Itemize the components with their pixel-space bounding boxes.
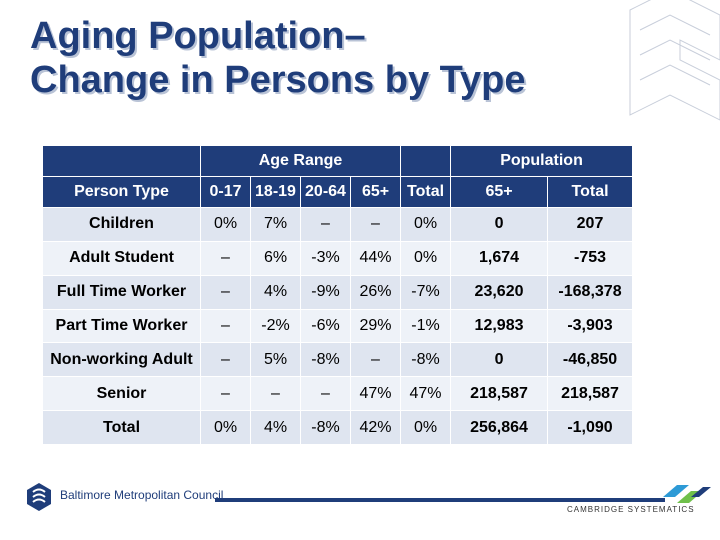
table-cell: 1,674: [450, 240, 549, 276]
table-row: Children 0% 7% – – 0% 0 207: [42, 207, 634, 242]
table-cell: 207: [547, 207, 634, 242]
bmc-logo-icon: [27, 483, 51, 511]
age-range-header: Age Range: [199, 145, 402, 177]
table-cell: –: [349, 342, 402, 378]
table-cell: -8%: [400, 342, 452, 378]
table-cell: 4%: [250, 410, 301, 445]
table-cell: 12,983: [450, 308, 549, 344]
table-row: Full Time Worker – 4% -9% 26% -7% 23,620…: [42, 274, 634, 310]
table-cell: -7%: [400, 274, 452, 310]
group-header-blank: [42, 145, 201, 177]
footer-divider: [215, 498, 665, 502]
table-cell: 47%: [400, 376, 452, 412]
table-cell: –: [200, 308, 251, 344]
table-row: Senior – – – 47% 47% 218,587 218,587: [42, 376, 634, 412]
table-cell: –: [250, 376, 301, 412]
table-cell: 218,587: [547, 376, 634, 412]
table-cell: 47%: [349, 376, 402, 412]
table-cell: –: [200, 240, 251, 276]
row-label: Total: [42, 410, 201, 445]
table-cell: -168,378: [547, 274, 634, 310]
table-cell: -46,850: [547, 342, 634, 378]
column-header: Total: [547, 176, 634, 208]
table-cell: 6%: [250, 240, 301, 276]
table-cell: 26%: [349, 274, 402, 310]
column-header-row: Person Type 0-17 18-19 20-64 65+ Total 6…: [42, 176, 634, 208]
table-cell: 0%: [400, 207, 452, 242]
group-header-row: Age Range Population: [42, 145, 634, 177]
table-cell: -753: [547, 240, 634, 276]
population-header: Population: [450, 145, 634, 177]
table-cell: 29%: [349, 308, 402, 344]
population-change-table: Age Range Population Person Type 0-17 18…: [42, 145, 634, 445]
row-label: Non-working Adult: [42, 342, 201, 378]
table-row: Non-working Adult – 5% -8% – -8% 0 -46,8…: [42, 342, 634, 378]
table-cell: -8%: [300, 342, 351, 378]
table-cell: -8%: [300, 410, 351, 445]
column-header: 65+: [450, 176, 549, 208]
table-cell: -1%: [400, 308, 452, 344]
slide-title-line-2: Change in Persons by Type: [30, 59, 526, 101]
table-cell: 0: [450, 342, 549, 378]
row-label: Children: [42, 207, 201, 242]
column-header: Total: [400, 176, 452, 208]
table-cell: 256,864: [450, 410, 549, 445]
column-header: 20-64: [300, 176, 351, 208]
corner-decoration-icon: [629, 0, 720, 121]
table-row-total: Total 0% 4% -8% 42% 0% 256,864 -1,090: [42, 410, 634, 445]
table-cell: –: [200, 376, 251, 412]
group-header-blank: [400, 145, 452, 177]
column-header: 0-17: [200, 176, 251, 208]
table-cell: 0%: [200, 207, 251, 242]
table-cell: –: [300, 207, 351, 242]
table-cell: –: [349, 207, 402, 242]
table-cell: 7%: [250, 207, 301, 242]
table-cell: -2%: [250, 308, 301, 344]
table-cell: -1,090: [547, 410, 634, 445]
table-row: Adult Student – 6% -3% 44% 0% 1,674 -753: [42, 240, 634, 276]
table-cell: 44%: [349, 240, 402, 276]
table-cell: –: [200, 342, 251, 378]
row-label: Part Time Worker: [42, 308, 201, 344]
table-cell: -3%: [300, 240, 351, 276]
table-cell: –: [200, 274, 251, 310]
table-cell: 0%: [400, 240, 452, 276]
table-cell: 4%: [250, 274, 301, 310]
table-cell: 0: [450, 207, 549, 242]
table-cell: 5%: [250, 342, 301, 378]
table-cell: 42%: [349, 410, 402, 445]
cambridge-systematics-logo-icon: [663, 485, 711, 503]
row-label: Adult Student: [42, 240, 201, 276]
table-cell: –: [300, 376, 351, 412]
table-cell: 218,587: [450, 376, 549, 412]
table-row: Part Time Worker – -2% -6% 29% -1% 12,98…: [42, 308, 634, 344]
row-label: Senior: [42, 376, 201, 412]
footer-right-org: CAMBRIDGE SYSTEMATICS: [567, 505, 695, 514]
table-cell: 23,620: [450, 274, 549, 310]
slide-title-line-1: Aging Population–: [30, 15, 366, 57]
slide-title: Aging Population– Change in Persons by T…: [30, 14, 526, 102]
table-cell: 0%: [200, 410, 251, 445]
table-cell: 0%: [400, 410, 452, 445]
column-header: Person Type: [42, 176, 201, 208]
row-label: Full Time Worker: [42, 274, 201, 310]
table-cell: -6%: [300, 308, 351, 344]
column-header: 18-19: [250, 176, 301, 208]
footer-left-org: Baltimore Metropolitan Council: [60, 488, 224, 502]
table-cell: -3,903: [547, 308, 634, 344]
table-cell: -9%: [300, 274, 351, 310]
column-header: 65+: [349, 176, 402, 208]
